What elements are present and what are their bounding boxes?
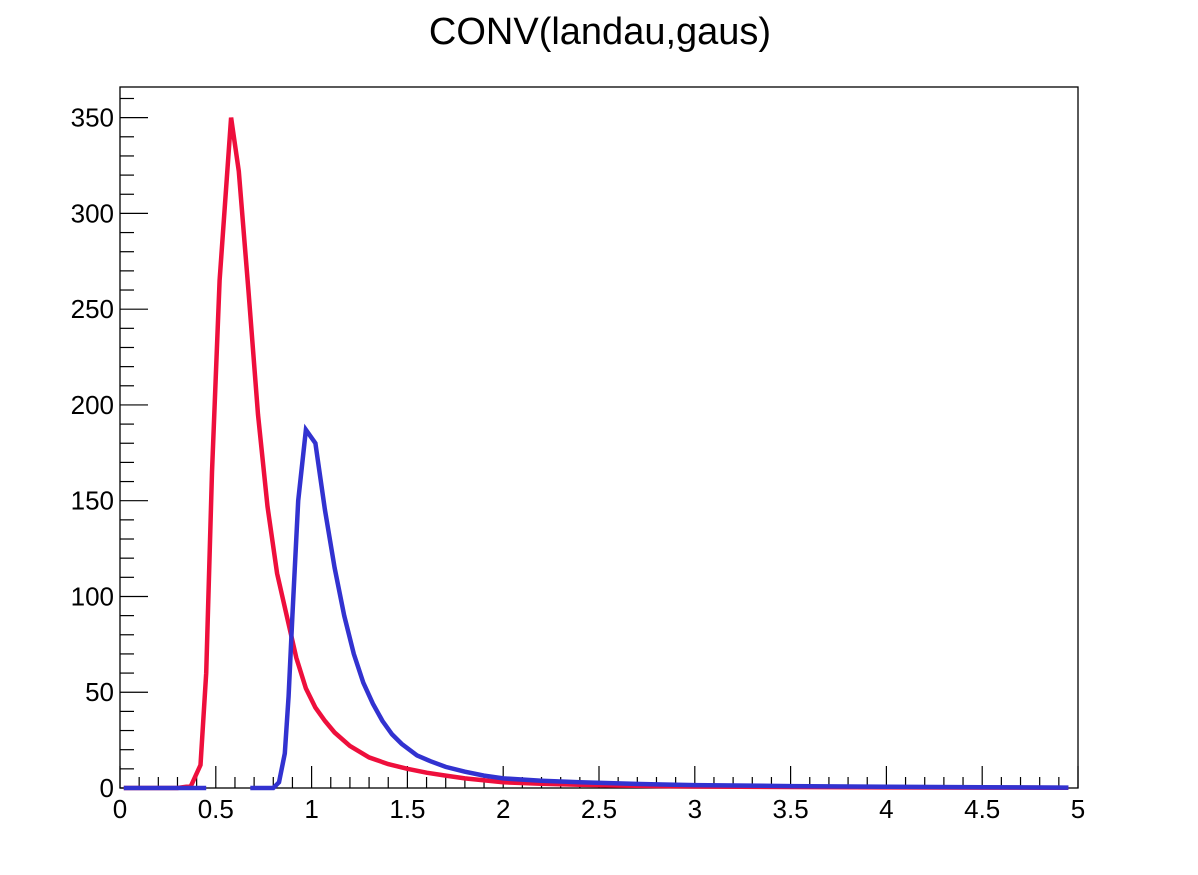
major-ticks [119, 117, 1079, 789]
y-tick-label: 50 [85, 677, 114, 707]
x-tick-label: 5 [1071, 794, 1085, 824]
x-tick-label: 3.5 [773, 794, 809, 824]
series-layer [123, 117, 1069, 791]
y-tick-label: 250 [71, 294, 114, 324]
y-tick-label: 0 [100, 773, 114, 803]
y-tick-label: 350 [71, 103, 114, 133]
x-tick-label: 1.5 [389, 794, 425, 824]
y-tick-label: 150 [71, 486, 114, 516]
y-tick-label: 100 [71, 581, 114, 611]
y-tick-label: 300 [71, 198, 114, 228]
plot-frame [119, 86, 1079, 789]
x-tick-label: 4.5 [964, 794, 1000, 824]
chart-title: CONV(landau,gaus) [429, 11, 771, 53]
x-tick-label: 1 [304, 794, 318, 824]
y-tick-label: 200 [71, 390, 114, 420]
x-tick-label: 0 [113, 794, 127, 824]
x-tick-label: 0.5 [198, 794, 234, 824]
x-tick-label: 2 [496, 794, 510, 824]
x-axis-tick-labels: 0 0.5 1 1.5 2 2.5 3 3.5 4 4.5 5 [113, 794, 1085, 824]
x-tick-label: 3 [688, 794, 702, 824]
x-tick-label: 2.5 [581, 794, 617, 824]
series-1-line-segment-1 [123, 117, 1069, 791]
x-tick-label: 4 [879, 794, 893, 824]
series-2-line-segment-2 [250, 423, 1069, 791]
y-axis-tick-labels: 0 50 100 150 200 250 300 350 [71, 103, 114, 803]
